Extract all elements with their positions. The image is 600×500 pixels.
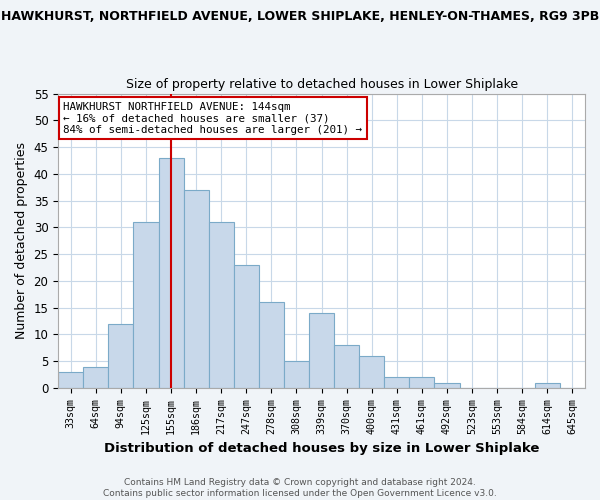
Bar	[334, 345, 359, 388]
Bar	[83, 366, 109, 388]
Bar	[158, 158, 184, 388]
Bar	[409, 377, 434, 388]
Y-axis label: Number of detached properties: Number of detached properties	[15, 142, 28, 339]
Text: Contains HM Land Registry data © Crown copyright and database right 2024.
Contai: Contains HM Land Registry data © Crown c…	[103, 478, 497, 498]
Bar	[535, 382, 560, 388]
Bar	[184, 190, 209, 388]
Bar	[284, 361, 309, 388]
Bar	[384, 377, 409, 388]
Bar	[259, 302, 284, 388]
Text: HAWKHURST NORTHFIELD AVENUE: 144sqm
← 16% of detached houses are smaller (37)
84: HAWKHURST NORTHFIELD AVENUE: 144sqm ← 16…	[63, 102, 362, 135]
Bar	[434, 382, 460, 388]
Bar	[58, 372, 83, 388]
Title: Size of property relative to detached houses in Lower Shiplake: Size of property relative to detached ho…	[125, 78, 518, 91]
Bar	[209, 222, 234, 388]
Bar	[133, 222, 158, 388]
Bar	[234, 265, 259, 388]
Bar	[309, 313, 334, 388]
Bar	[359, 356, 384, 388]
X-axis label: Distribution of detached houses by size in Lower Shiplake: Distribution of detached houses by size …	[104, 442, 539, 455]
Text: HAWKHURST, NORTHFIELD AVENUE, LOWER SHIPLAKE, HENLEY-ON-THAMES, RG9 3PB: HAWKHURST, NORTHFIELD AVENUE, LOWER SHIP…	[1, 10, 599, 23]
Bar	[109, 324, 133, 388]
